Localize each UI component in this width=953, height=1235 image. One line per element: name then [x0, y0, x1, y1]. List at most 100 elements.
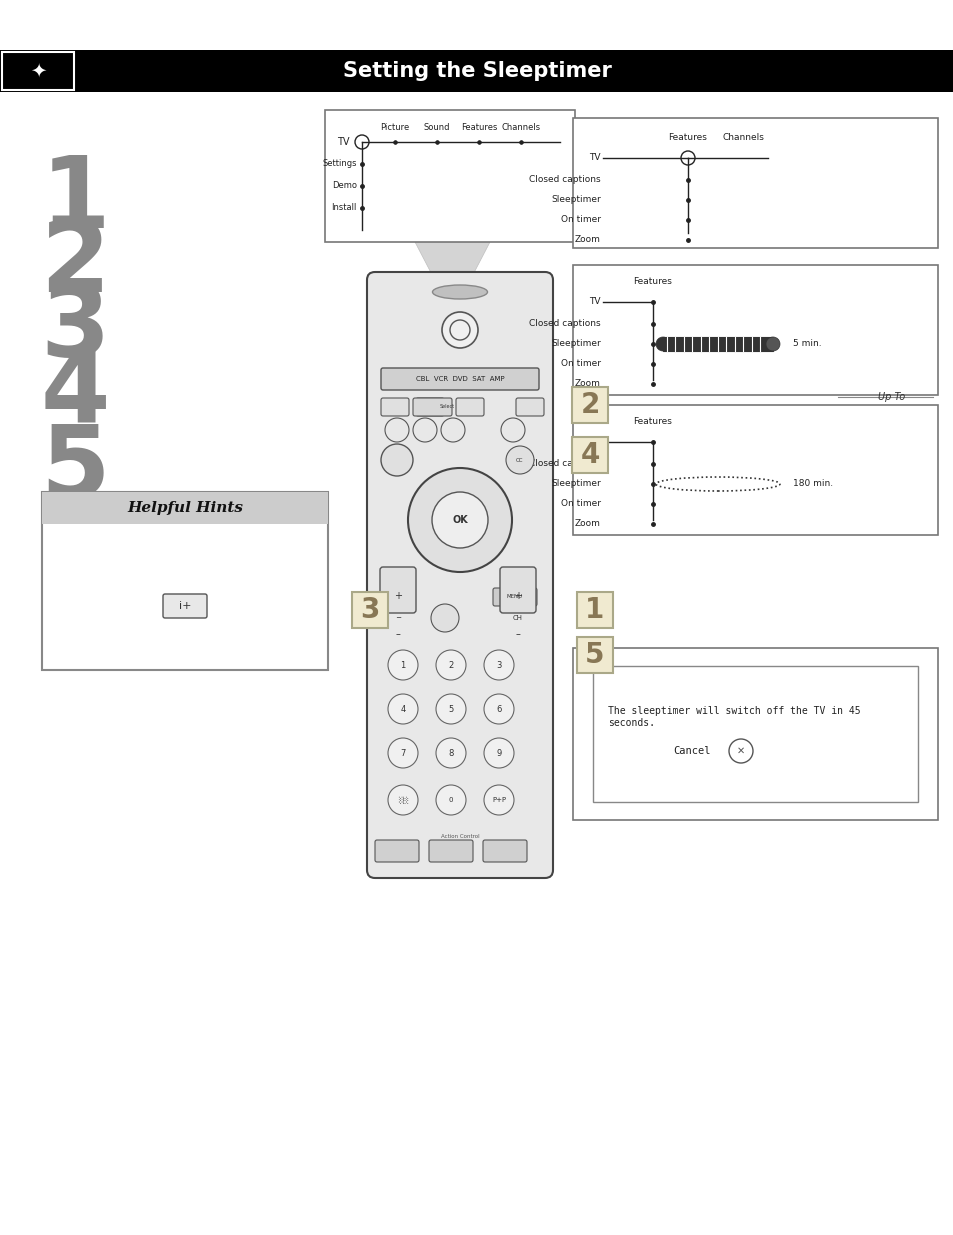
- Text: 2: 2: [40, 216, 110, 314]
- Text: 2: 2: [579, 391, 599, 419]
- Text: 2: 2: [448, 661, 453, 669]
- Text: Install: Install: [332, 204, 356, 212]
- FancyBboxPatch shape: [375, 840, 418, 862]
- Text: 4: 4: [400, 704, 405, 714]
- Circle shape: [432, 492, 488, 548]
- FancyBboxPatch shape: [516, 398, 543, 416]
- Text: Up To: Up To: [877, 391, 904, 403]
- Bar: [42, 492, 328, 524]
- FancyBboxPatch shape: [572, 387, 607, 424]
- FancyBboxPatch shape: [456, 398, 483, 416]
- Circle shape: [765, 337, 780, 351]
- FancyBboxPatch shape: [482, 840, 526, 862]
- Bar: [0, 49, 953, 91]
- Text: Closed captions: Closed captions: [529, 175, 600, 184]
- FancyBboxPatch shape: [416, 398, 443, 416]
- Circle shape: [483, 739, 514, 768]
- Text: TV: TV: [589, 437, 600, 447]
- Circle shape: [380, 445, 413, 475]
- Bar: [42, 492, 328, 671]
- FancyBboxPatch shape: [577, 637, 613, 673]
- Bar: [2, 52, 74, 90]
- FancyBboxPatch shape: [577, 592, 613, 629]
- Text: 4: 4: [579, 441, 599, 469]
- Circle shape: [483, 785, 514, 815]
- Text: MENU: MENU: [506, 594, 522, 599]
- Text: 1: 1: [400, 661, 405, 669]
- FancyBboxPatch shape: [379, 567, 416, 613]
- Bar: [662, 337, 772, 351]
- Bar: [573, 648, 937, 820]
- Circle shape: [450, 320, 470, 340]
- Text: 7: 7: [400, 748, 405, 757]
- Text: 8: 8: [448, 748, 454, 757]
- Text: –: –: [395, 629, 400, 638]
- Bar: [573, 405, 937, 535]
- FancyBboxPatch shape: [352, 592, 388, 629]
- Circle shape: [388, 694, 417, 724]
- Text: ✕: ✕: [736, 746, 744, 756]
- Text: +: +: [514, 592, 521, 601]
- Circle shape: [388, 785, 417, 815]
- Text: OK: OK: [452, 515, 467, 525]
- Circle shape: [483, 650, 514, 680]
- Circle shape: [436, 739, 465, 768]
- Text: 3: 3: [360, 597, 379, 624]
- Text: –: –: [515, 629, 520, 638]
- Text: 3: 3: [496, 661, 501, 669]
- Text: Sound: Sound: [423, 124, 450, 132]
- FancyBboxPatch shape: [163, 594, 207, 618]
- Text: Closed captions: Closed captions: [529, 459, 600, 468]
- Text: TV: TV: [337, 137, 350, 147]
- Text: 5: 5: [584, 641, 604, 669]
- Text: 4: 4: [40, 347, 110, 443]
- FancyBboxPatch shape: [413, 398, 452, 416]
- Circle shape: [436, 650, 465, 680]
- Text: On timer: On timer: [560, 499, 600, 509]
- Circle shape: [436, 694, 465, 724]
- Text: 1: 1: [585, 597, 604, 624]
- Text: Sleeptimer: Sleeptimer: [551, 340, 600, 348]
- Text: 180 min.: 180 min.: [792, 479, 832, 489]
- Text: On timer: On timer: [560, 215, 600, 225]
- FancyBboxPatch shape: [572, 437, 607, 473]
- Bar: [573, 266, 937, 395]
- FancyBboxPatch shape: [429, 840, 473, 862]
- Text: Demo: Demo: [332, 182, 356, 190]
- Text: Settings: Settings: [322, 159, 356, 168]
- Text: 5: 5: [448, 704, 453, 714]
- FancyBboxPatch shape: [380, 398, 409, 416]
- Circle shape: [413, 417, 436, 442]
- FancyBboxPatch shape: [493, 588, 537, 606]
- Circle shape: [436, 785, 465, 815]
- Text: Channels: Channels: [721, 133, 763, 142]
- Text: Sleeptimer: Sleeptimer: [551, 479, 600, 489]
- Text: Zoom: Zoom: [575, 236, 600, 245]
- Text: Picture: Picture: [380, 124, 409, 132]
- Text: P+P: P+P: [492, 797, 505, 803]
- Bar: [593, 666, 917, 802]
- Text: Sleeptimer: Sleeptimer: [551, 195, 600, 205]
- FancyBboxPatch shape: [499, 567, 536, 613]
- Text: 9: 9: [496, 748, 501, 757]
- Circle shape: [388, 650, 417, 680]
- Text: ░░: ░░: [397, 797, 408, 804]
- Text: i+: i+: [178, 601, 191, 611]
- Text: 1: 1: [40, 152, 110, 248]
- Text: Select: Select: [439, 405, 454, 410]
- Text: Zoom: Zoom: [575, 520, 600, 529]
- Circle shape: [408, 468, 512, 572]
- Text: CH: CH: [513, 615, 522, 621]
- FancyBboxPatch shape: [380, 368, 538, 390]
- Text: 5: 5: [40, 421, 110, 519]
- Text: 0: 0: [448, 797, 453, 803]
- FancyBboxPatch shape: [367, 272, 553, 878]
- Bar: [325, 110, 575, 242]
- Text: Channels: Channels: [501, 124, 540, 132]
- Text: 5 min.: 5 min.: [792, 340, 821, 348]
- Text: Setting the Sleeptimer: Setting the Sleeptimer: [342, 61, 611, 82]
- Text: 6: 6: [496, 704, 501, 714]
- Text: Action Control: Action Control: [440, 834, 478, 839]
- Text: Closed captions: Closed captions: [529, 320, 600, 329]
- Text: ─: ─: [395, 615, 399, 621]
